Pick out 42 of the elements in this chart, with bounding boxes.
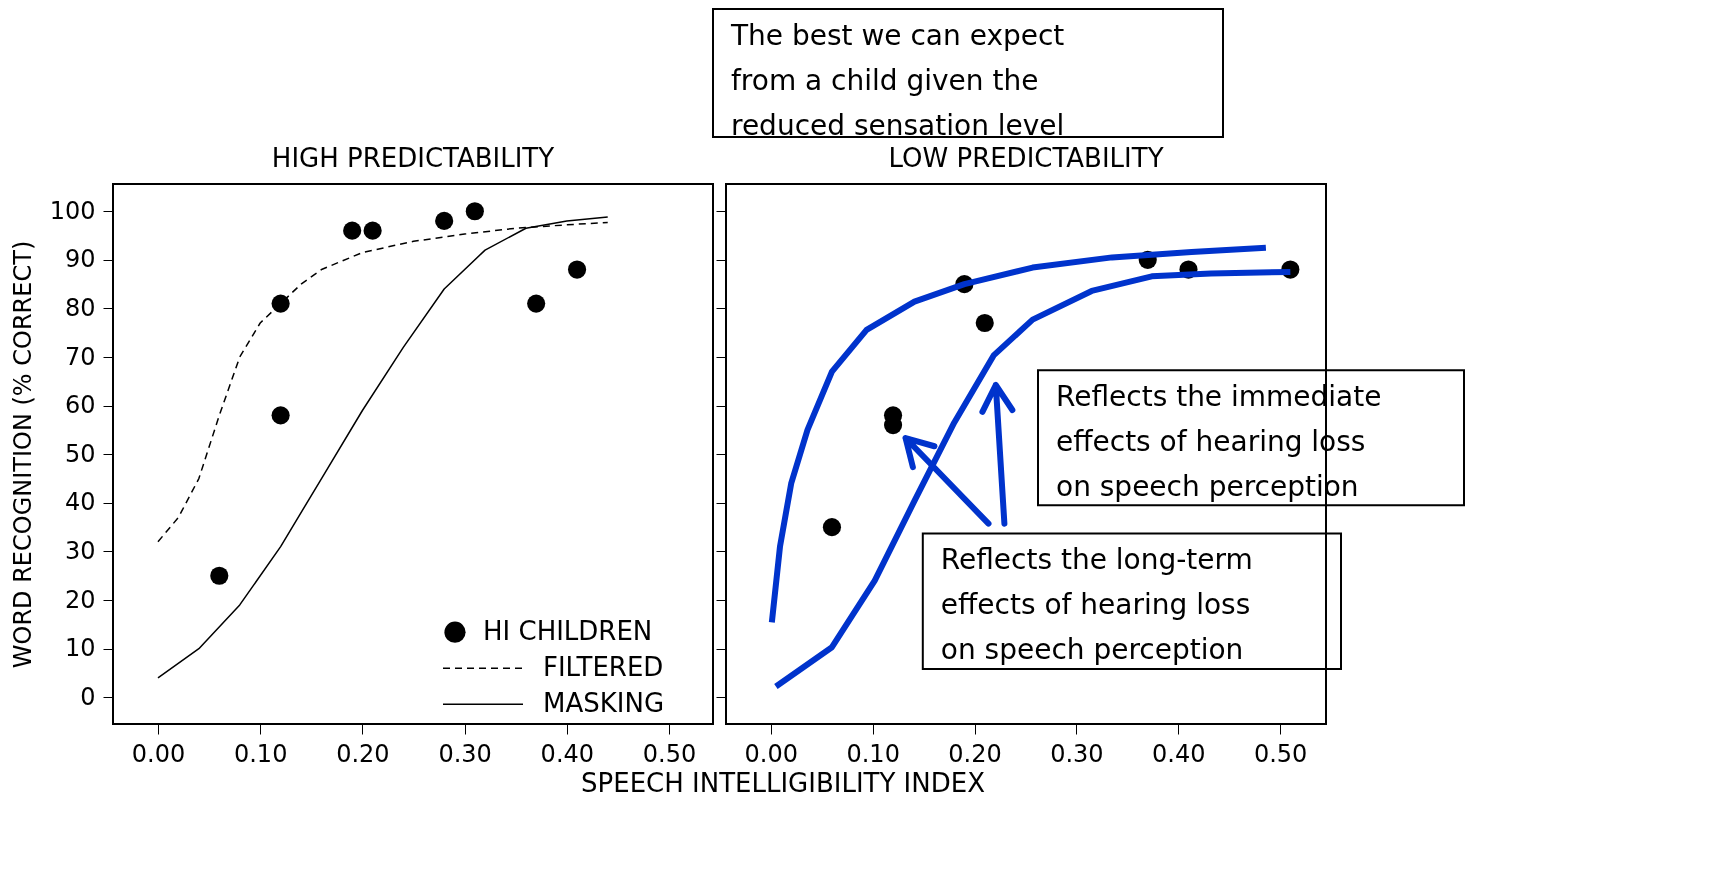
point	[271, 406, 290, 425]
point	[465, 202, 484, 221]
x-tick-label: 0.50	[1253, 739, 1308, 768]
legend-label: HI CHILDREN	[483, 616, 653, 647]
point	[343, 221, 362, 240]
point	[363, 221, 382, 240]
y-tick-label: 50	[64, 439, 96, 468]
x-tick-label: 0.20	[336, 739, 390, 768]
y-tick-label: 100	[49, 196, 96, 225]
legend-label: MASKING	[543, 688, 665, 719]
point	[567, 260, 587, 279]
text: The best we can expect from a child given the reduced sensation level	[730, 19, 1065, 142]
y-tick-label: 40	[64, 488, 96, 517]
x-tick-label: 0.30	[1050, 739, 1104, 768]
y-tick-label: 70	[64, 342, 96, 371]
chart-title: HIGH PREDICTABILITY	[271, 143, 555, 173]
point	[975, 313, 994, 333]
point	[822, 518, 842, 537]
x-tick-label: 0.40	[1152, 739, 1206, 768]
x-tick-label: 0.10	[233, 739, 288, 768]
legend-label: FILTERED	[543, 652, 664, 683]
point	[527, 294, 546, 313]
y-tick-label: 30	[64, 536, 96, 565]
y-axis-title: WORD RECOGNITION (% CORRECT)	[8, 240, 37, 669]
x-tick-label: 0.20	[948, 739, 1002, 768]
point	[435, 211, 454, 230]
y-tick-label: 60	[64, 391, 96, 420]
x-tick-label: 0.40	[540, 739, 595, 768]
x-tick-label: 0.50	[642, 739, 697, 768]
y-tick-label: 90	[64, 245, 96, 274]
x-tick-label: 0.00	[744, 739, 799, 768]
x-tick-label: 0.30	[438, 739, 492, 768]
x-axis-title: SPEECH INTELLIGIBILITY INDEX	[581, 768, 985, 798]
y-tick-label: 10	[64, 634, 96, 663]
y-tick-label: 20	[64, 585, 96, 614]
y-tick-label: 80	[64, 293, 96, 322]
x-tick-label: 0.10	[846, 739, 900, 768]
point	[210, 566, 229, 585]
chart-title: LOW PREDICTABILITY	[888, 143, 1164, 173]
x-tick-label: 0.00	[131, 739, 186, 768]
y-tick-label: 0	[80, 682, 96, 711]
annotation: Reflects the long-term effects of hearing loss on speech perception	[940, 543, 1253, 666]
